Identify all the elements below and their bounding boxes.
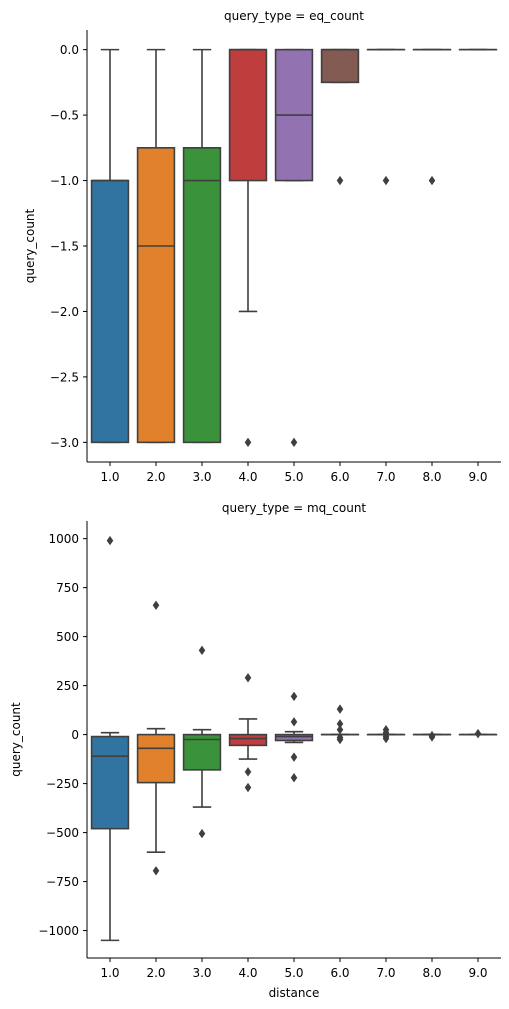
- outlier-point: [290, 752, 298, 762]
- box-5-0: [274, 691, 314, 783]
- box-9-0: [458, 728, 498, 739]
- x-tick-label: 5.0: [284, 966, 303, 980]
- box-2-0: [136, 600, 176, 876]
- box-2-0: [136, 48, 176, 444]
- outlier-point: [244, 437, 252, 448]
- chart-panel-1: query_type = eq_count 0.0 −0.5 −1.0 −1.5 −2.0…: [23, 9, 501, 484]
- y-tick-label: −0.5: [50, 109, 79, 123]
- box-6-0: [320, 48, 360, 186]
- y-tick-label: −1000: [38, 924, 79, 938]
- outlier-point: [336, 734, 344, 745]
- outlier-point: [244, 673, 252, 683]
- box-body: [136, 733, 176, 784]
- outlier-point: [336, 175, 344, 186]
- outlier-point: [428, 175, 436, 186]
- y-axis-title: query_count: [23, 208, 37, 283]
- x-tick-label: 4.0: [238, 966, 257, 980]
- y-tick-label: 750: [56, 581, 79, 595]
- box-3-0: [182, 48, 222, 444]
- outlier-point: [244, 767, 252, 777]
- y-tick-label: −1.0: [50, 174, 79, 188]
- outlier-point: [290, 437, 298, 448]
- x-tick-label: 9.0: [468, 470, 487, 484]
- x-tick-label: 8.0: [422, 470, 441, 484]
- box-7-0: [366, 48, 406, 186]
- chart-panel-2: query_type = mq_count 1000 750 500 250 0 −250 −…: [9, 501, 501, 1000]
- x-tick-label: 2.0: [146, 966, 165, 980]
- outlier-point: [290, 717, 298, 727]
- box-8-0: [412, 48, 452, 186]
- x-tick-label: 3.0: [192, 966, 211, 980]
- box-1-0: [90, 48, 130, 444]
- outlier-point: [290, 691, 298, 702]
- outlier-point: [198, 645, 206, 656]
- panel-title: query_type = eq_count: [224, 9, 364, 23]
- box-body: [320, 48, 360, 84]
- y-tick-label: −2.5: [50, 370, 79, 384]
- y-tick-label: 0.0: [60, 43, 79, 57]
- x-tick-label: 6.0: [330, 966, 349, 980]
- x-tick-label: 4.0: [238, 470, 257, 484]
- box-4-0: [228, 673, 268, 793]
- outlier-point: [382, 175, 390, 186]
- x-tick-label: 7.0: [376, 470, 395, 484]
- outlier-point: [290, 773, 298, 783]
- box-body: [182, 733, 222, 771]
- y-tick-label: −500: [46, 826, 79, 840]
- x-tick-label: 1.0: [100, 966, 119, 980]
- y-tick-label: 0: [71, 728, 79, 742]
- outlier-point: [382, 733, 390, 744]
- x-tick-label: 7.0: [376, 966, 395, 980]
- outlier-point: [152, 600, 160, 610]
- outlier-point: [474, 728, 482, 739]
- x-axis-title: distance: [269, 986, 320, 1000]
- box-body: [228, 733, 268, 747]
- box-body: [228, 48, 268, 182]
- outlier-point: [198, 828, 206, 839]
- panel-title: query_type = mq_count: [222, 501, 367, 515]
- outlier-point: [336, 704, 344, 714]
- outlier-point: [428, 732, 436, 742]
- y-axis-title: query_count: [9, 702, 23, 777]
- y-tick-label: 250: [56, 679, 79, 693]
- y-tick-label: −3.0: [50, 436, 79, 450]
- box-1-0: [90, 535, 130, 942]
- box-4-0: [228, 48, 268, 448]
- x-tick-label: 5.0: [284, 470, 303, 484]
- y-tick-label: 500: [56, 630, 79, 644]
- box-body: [90, 179, 130, 444]
- x-tick-label: 3.0: [192, 470, 211, 484]
- x-tick-label: 2.0: [146, 470, 165, 484]
- outlier-point: [106, 535, 114, 546]
- x-tick-label: 8.0: [422, 966, 441, 980]
- y-tick-label: −250: [46, 777, 79, 791]
- box-body: [182, 147, 222, 444]
- y-tick-label: −2.0: [50, 305, 79, 319]
- box-body: [90, 735, 130, 830]
- box-6-0: [320, 704, 360, 745]
- x-tick-label: 1.0: [100, 470, 119, 484]
- box-7-0: [366, 725, 406, 744]
- outlier-point: [152, 866, 160, 876]
- box-body: [136, 147, 176, 444]
- y-tick-label: 1000: [48, 532, 79, 546]
- x-tick-label: 9.0: [468, 966, 487, 980]
- box-3-0: [182, 645, 222, 839]
- outlier-point: [336, 725, 344, 735]
- y-tick-label: −750: [46, 875, 79, 889]
- box-body: [274, 733, 314, 742]
- outlier-point: [244, 782, 252, 793]
- x-tick-label: 6.0: [330, 470, 349, 484]
- box-5-0: [274, 48, 314, 448]
- box-8-0: [412, 730, 452, 742]
- y-tick-label: −1.5: [50, 240, 79, 254]
